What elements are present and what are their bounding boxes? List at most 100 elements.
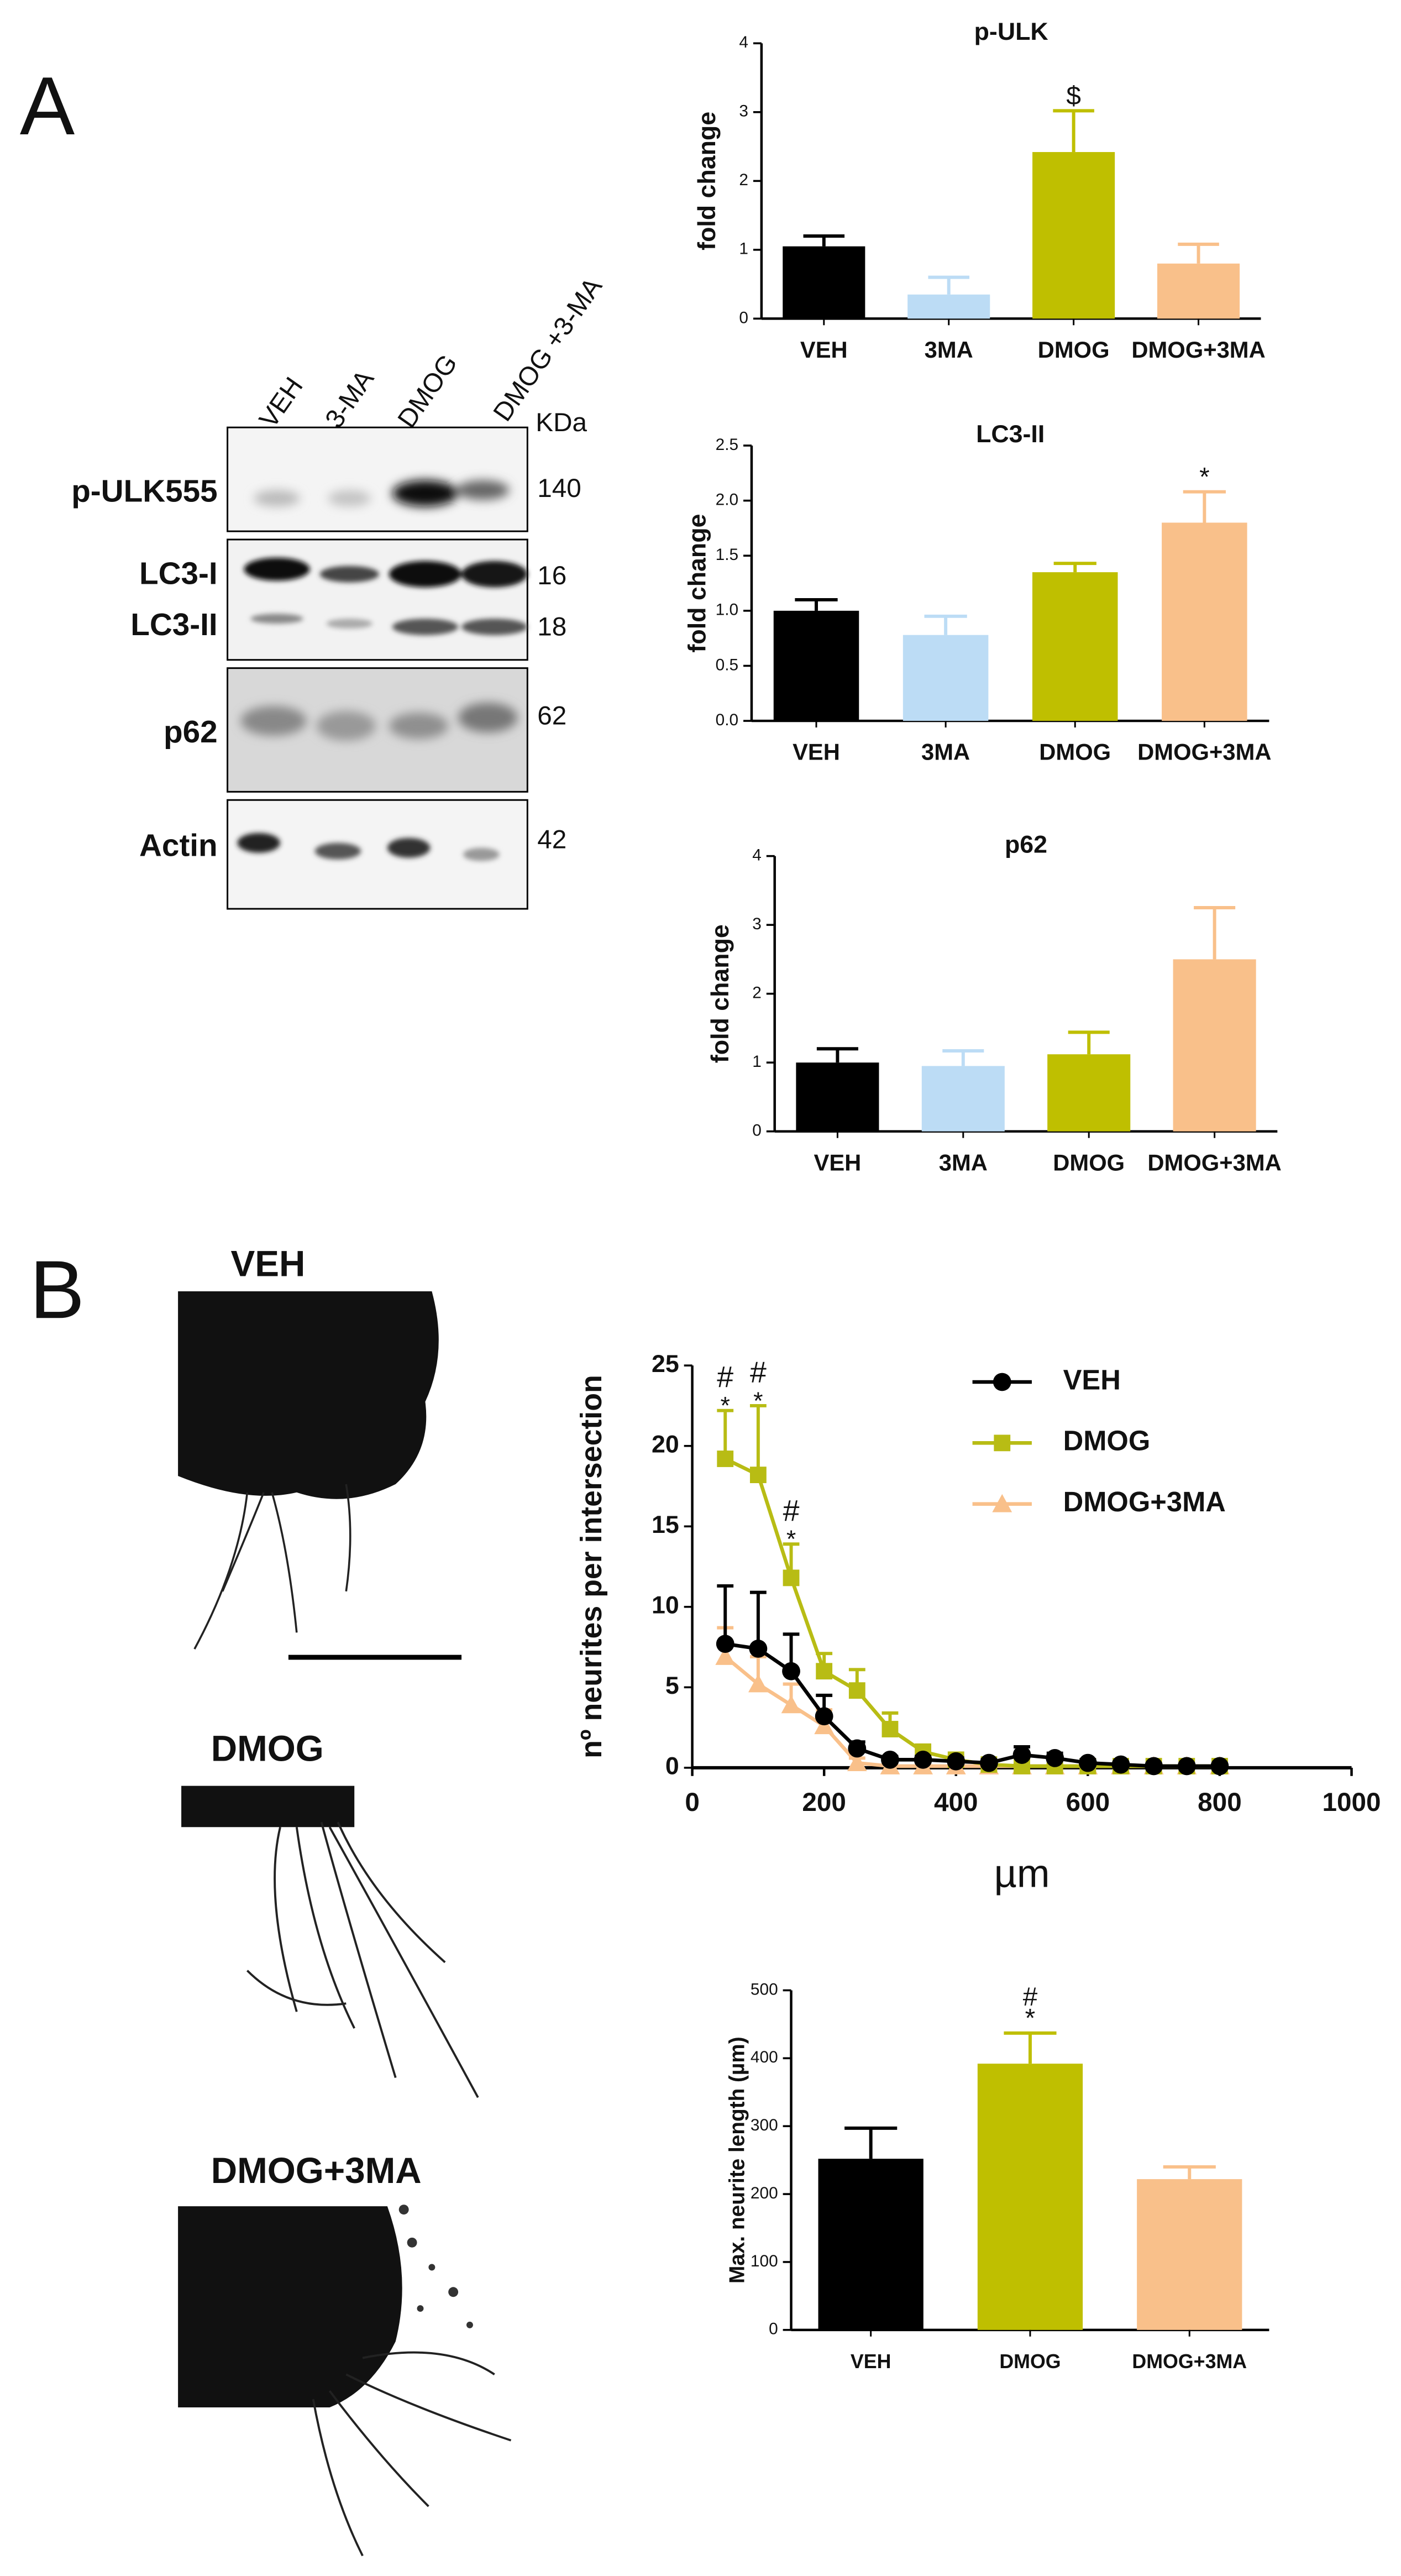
micrograph-label: DMOG+3MA xyxy=(211,2150,422,2191)
marker xyxy=(1012,1746,1031,1764)
y-tick-label: 2.0 xyxy=(716,491,738,509)
x-tick-label: DMOG xyxy=(1039,739,1111,765)
x-tick-label: DMOG+3MA xyxy=(1147,1149,1281,1175)
series-line xyxy=(725,1642,1220,1768)
bar xyxy=(783,246,865,319)
y-tick-label: 3 xyxy=(752,915,762,933)
marker xyxy=(1177,1757,1196,1776)
y-tick-label: 2 xyxy=(739,171,748,189)
x-tick-label: DMOG+3MA xyxy=(1137,739,1271,765)
bar xyxy=(921,1066,1005,1132)
y-tick-label: 2 xyxy=(752,984,762,1002)
annotation: * xyxy=(1025,2004,1036,2033)
annotation: * xyxy=(1199,462,1210,491)
kda-value: 140 xyxy=(537,474,581,503)
annotation: # xyxy=(1023,1982,1038,2012)
marker xyxy=(716,1635,734,1653)
marker xyxy=(749,1467,767,1484)
bar xyxy=(1032,572,1118,721)
x-tick-label: DMOG xyxy=(1053,1149,1125,1175)
marker xyxy=(881,1721,899,1737)
legend-label: DMOG+3MA xyxy=(1063,1486,1226,1517)
marker xyxy=(815,1707,833,1726)
y-axis-label: nº neurites per intersection xyxy=(575,1375,608,1758)
neurites xyxy=(193,1484,351,1650)
marker xyxy=(847,1753,867,1772)
y-tick-label: 500 xyxy=(751,1980,778,1998)
marker xyxy=(1145,1757,1163,1776)
marker xyxy=(848,1682,865,1699)
y-tick-label: 1 xyxy=(739,240,748,258)
bar xyxy=(796,1062,879,1132)
y-tick-label: 200 xyxy=(751,2184,778,2202)
x-tick-label: 3MA xyxy=(939,1149,988,1175)
band-label: LC3-I xyxy=(139,557,218,591)
x-tick-label: VEH xyxy=(851,2350,891,2373)
y-tick-label: 0.0 xyxy=(716,711,738,729)
annotation: $ xyxy=(1066,81,1081,111)
bar xyxy=(1162,522,1247,721)
y-axis-label: fold change xyxy=(707,924,734,1063)
x-tick-label: VEH xyxy=(800,337,848,363)
marker xyxy=(1210,1757,1229,1776)
chart-title: p-ULK xyxy=(974,18,1048,45)
bar xyxy=(977,2064,1083,2330)
explant xyxy=(178,2206,402,2408)
marker xyxy=(947,1752,966,1771)
y-tick-label: 15 xyxy=(652,1511,679,1538)
lane-label: VEH xyxy=(254,372,309,433)
bar xyxy=(1173,959,1256,1132)
y-tick-label: 1.0 xyxy=(716,601,738,619)
explant xyxy=(178,1291,439,1499)
kda-value: 42 xyxy=(537,825,566,854)
y-tick-label: 1 xyxy=(752,1053,762,1071)
bar xyxy=(1137,2179,1242,2330)
legend-label: DMOG xyxy=(1063,1425,1151,1457)
x-tick-label: 400 xyxy=(934,1788,978,1817)
kda-unit: KDa xyxy=(536,408,587,437)
x-tick-label: 600 xyxy=(1066,1788,1110,1817)
annotation: # xyxy=(783,1494,800,1527)
y-tick-label: 300 xyxy=(751,2116,778,2134)
x-tick-label: 800 xyxy=(1198,1788,1242,1817)
micrograph-label: DMOG xyxy=(211,1728,324,1768)
x-tick-label: 0 xyxy=(685,1788,700,1817)
micrographs: VEH DMOG DMOG+3MA xyxy=(178,1244,512,2557)
kda-value: 62 xyxy=(537,701,566,731)
x-tick-label: DMOG+3MA xyxy=(1132,2350,1247,2373)
x-tick-label: DMOG+3MA xyxy=(1131,337,1265,363)
y-axis-label: fold change xyxy=(684,514,711,653)
marker xyxy=(781,1695,801,1714)
band-label: p-ULK555 xyxy=(71,474,217,509)
bar xyxy=(1032,152,1115,319)
bands xyxy=(237,833,500,861)
blot-box xyxy=(227,426,528,532)
annotation: * xyxy=(753,1388,763,1415)
x-tick-label: 3MA xyxy=(921,739,970,765)
band-label: Actin xyxy=(139,829,218,863)
kda-value: 16 xyxy=(537,561,566,590)
y-axis-label: fold change xyxy=(694,112,721,250)
y-tick-label: 100 xyxy=(751,2252,778,2270)
bar xyxy=(902,635,989,721)
annotation: * xyxy=(721,1392,730,1420)
neurites xyxy=(312,2351,512,2557)
bar xyxy=(907,294,990,319)
y-tick-label: 10 xyxy=(652,1592,679,1619)
neurites xyxy=(246,1821,479,2098)
marker xyxy=(748,1674,768,1693)
band-label: p62 xyxy=(164,715,218,750)
explant xyxy=(181,1786,355,1828)
marker xyxy=(992,1494,1012,1512)
y-tick-label: 2.5 xyxy=(716,436,738,454)
y-tick-label: 5 xyxy=(665,1672,679,1699)
bar xyxy=(1157,263,1240,319)
marker xyxy=(1111,1755,1130,1774)
marker xyxy=(816,1663,833,1680)
x-tick-label: DMOG xyxy=(999,2350,1061,2373)
marker xyxy=(881,1750,899,1769)
marker xyxy=(994,1434,1011,1452)
y-tick-label: 0 xyxy=(739,308,748,327)
lane-label: DMOG xyxy=(392,349,464,433)
